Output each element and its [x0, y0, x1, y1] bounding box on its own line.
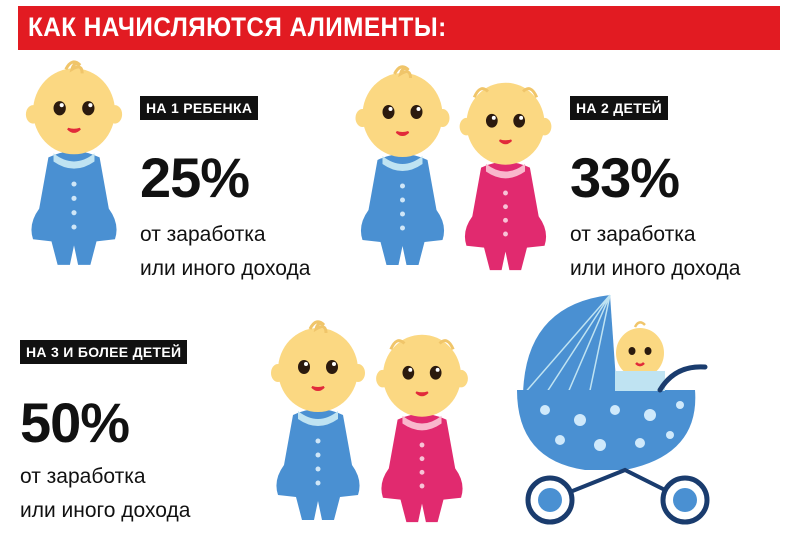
case-3-percent: 50% — [20, 391, 130, 454]
case-3-label: НА 3 И БОЛЕЕ ДЕТЕЙ — [20, 340, 188, 364]
case-2-line-2: или иного дохода — [570, 257, 741, 280]
case-3-line-2: или иного дохода — [20, 499, 191, 522]
case-1-percent: 25% — [140, 146, 250, 209]
baby-boy-illustration — [269, 320, 367, 522]
baby-girl-illustration — [458, 81, 553, 272]
baby-boy-illustration — [24, 60, 124, 267]
case-1-line-1: от заработка — [140, 223, 266, 246]
baby-boy-illustration — [354, 65, 451, 267]
case-3-line-1: от заработка — [20, 465, 146, 488]
baby-girl-illustration — [374, 333, 470, 524]
baby-stroller-illustration — [517, 294, 710, 525]
case-1-line-2: или иного дохода — [140, 257, 311, 280]
case-2-percent: 33% — [570, 146, 680, 209]
case-3-description: от заработка или иного дохода — [20, 460, 190, 528]
page-title: КАК НАЧИСЛЯЮТСЯ АЛИМЕНТЫ: — [28, 12, 447, 42]
case-1-description: от заработка или иного дохода — [140, 218, 310, 286]
case-2-line-1: от заработка — [570, 223, 696, 246]
title-banner: КАК НАЧИСЛЯЮТСЯ АЛИМЕНТЫ: — [18, 6, 780, 50]
case-1-label: НА 1 РЕБЕНКА — [140, 96, 259, 120]
case-2-label: НА 2 ДЕТЕЙ — [570, 96, 669, 120]
case-2-description: от заработка или иного дохода — [570, 218, 740, 286]
